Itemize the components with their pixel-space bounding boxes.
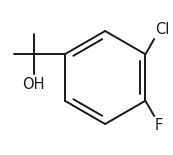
Text: Cl: Cl	[155, 22, 169, 37]
Text: OH: OH	[22, 77, 44, 92]
Text: F: F	[155, 118, 163, 133]
